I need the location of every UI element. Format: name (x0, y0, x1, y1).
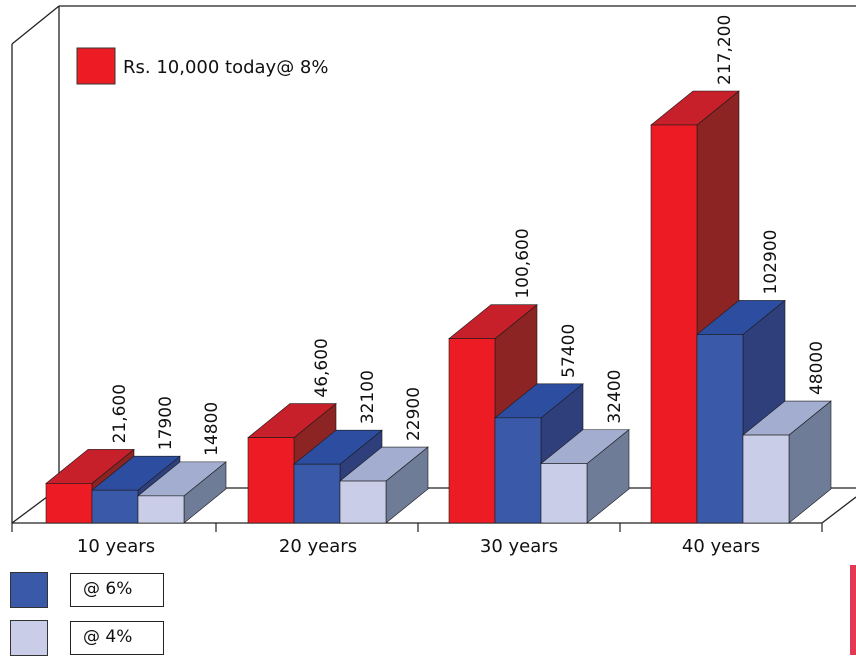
bar-value-label: 217,200 (715, 15, 735, 85)
bar-3-30-years (540, 429, 630, 524)
bar-front (742, 434, 790, 524)
bar-front (494, 417, 542, 524)
bar-front (540, 463, 588, 524)
bar-3-20-years (339, 446, 429, 524)
value-labels: 21,600 46,600 100,600 217,200 17900 32100 5740… (110, 15, 827, 456)
bar-front (448, 338, 496, 524)
side-wall-top-edge (11, 5, 60, 45)
bar-front (137, 495, 185, 524)
bar-front (247, 437, 295, 524)
legend-label-8pct: Rs. 10,000 today@ 8% (123, 57, 329, 78)
legend-label-6pct: @ 6% (70, 573, 164, 607)
legend-swatch-4pct (10, 620, 48, 656)
bar-value-label: 21,600 (110, 384, 130, 443)
bar-value-label: 102900 (761, 230, 781, 295)
bar-front (45, 483, 93, 524)
bar-value-label: 17900 (156, 396, 176, 450)
bar-value-label: 48000 (807, 341, 827, 395)
bar-value-label: 57400 (559, 324, 579, 378)
bars (45, 90, 832, 524)
x-axis-label: 10 years (77, 536, 155, 557)
x-axis-ticks (11, 523, 823, 532)
bar-value-label: 22900 (404, 387, 424, 441)
corner-decoration (850, 565, 856, 655)
bar-value-label: 32400 (605, 370, 625, 424)
legend-top: Rs. 10,000 today@ 8% (76, 47, 329, 85)
legend-swatch-6pct (10, 572, 48, 608)
x-axis-labels: 10 years 20 years 30 years 40 years (77, 536, 760, 557)
legend-swatch-8pct (76, 47, 116, 85)
x-axis-label: 20 years (279, 536, 357, 557)
legend-item-6pct: @ 6% (10, 572, 164, 608)
bar-front (696, 334, 744, 524)
bar-3-40-years (742, 400, 832, 524)
bar-front (293, 463, 341, 524)
bar-value-label: 100,600 (513, 228, 533, 298)
bar-value-label: 46,600 (312, 338, 332, 397)
bar-front (91, 489, 139, 524)
bar-3-10-years (137, 461, 227, 524)
x-axis-label: 30 years (480, 536, 558, 557)
bar-value-label: 32100 (358, 370, 378, 424)
bar-value-label: 14800 (202, 402, 222, 456)
legend-item-4pct: @ 4% (10, 620, 164, 656)
legend-label-4pct: @ 4% (70, 621, 164, 655)
bar-front (650, 124, 698, 524)
x-axis-label: 40 years (682, 536, 760, 557)
bar-front (339, 480, 387, 524)
floor-right-edge (821, 496, 856, 524)
